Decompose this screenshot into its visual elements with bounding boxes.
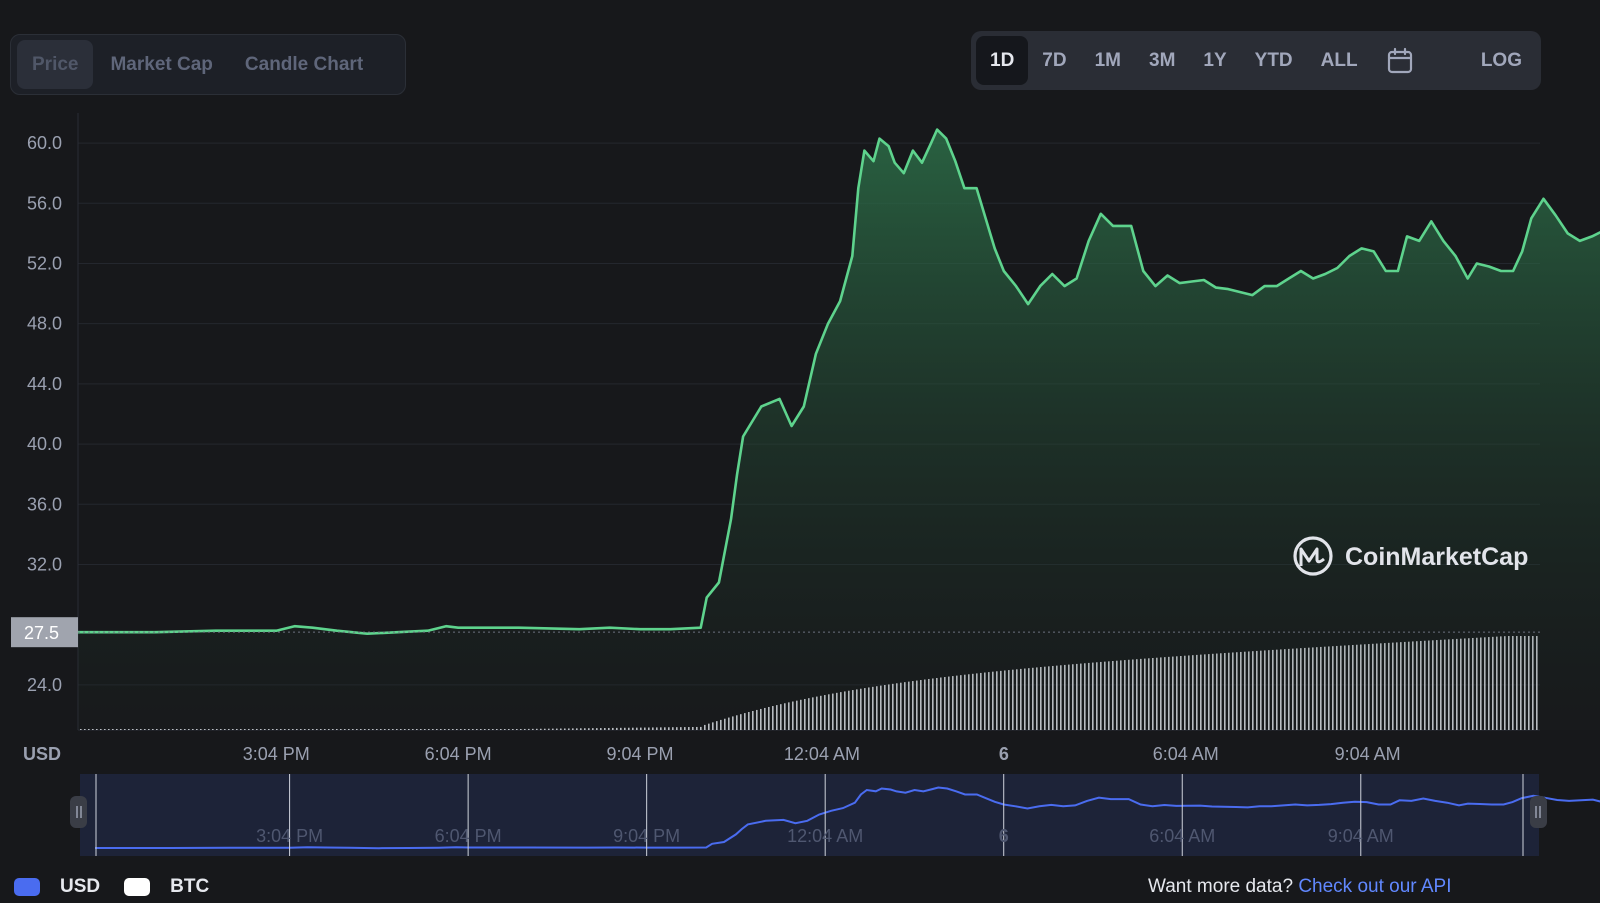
y-tick-label: 24.0 bbox=[27, 675, 62, 695]
range-ytd[interactable]: YTD bbox=[1254, 50, 1293, 71]
svg-text:27.5: 27.5 bbox=[24, 623, 59, 643]
navigator-right-handle[interactable] bbox=[1530, 796, 1547, 828]
api-footnote: Want more data? Check out our API bbox=[1148, 876, 1452, 897]
navigator-left-handle[interactable] bbox=[70, 796, 87, 828]
api-link-2[interactable]: API bbox=[1420, 876, 1452, 897]
log-scale-toggle[interactable]: LOG bbox=[1480, 50, 1522, 71]
x-tick-label: 6:04 AM bbox=[1153, 744, 1219, 764]
y-tick-label: 60.0 bbox=[27, 133, 62, 153]
calendar-icon bbox=[1387, 47, 1412, 73]
y-tick-label: 48.0 bbox=[27, 314, 62, 334]
navigator-line bbox=[95, 786, 1600, 850]
range-navigator[interactable]: 3:04 PM 6:04 PM 9:04 PM 12:04 AM 6 6:04 AM 9:0… bbox=[70, 774, 1600, 856]
x-tick-label: 3:04 PM bbox=[243, 744, 310, 764]
chart-type-tabs: Price Market Cap Candle Chart bbox=[10, 34, 406, 95]
y-tick-label: 40.0 bbox=[27, 434, 62, 454]
navigator-tick-label: 3:04 PM bbox=[256, 826, 323, 846]
current-price-label: 27.5 bbox=[11, 617, 78, 648]
y-tick-label: 44.0 bbox=[27, 374, 62, 394]
api-link[interactable]: Check out our bbox=[1298, 876, 1417, 897]
calendar-button[interactable] bbox=[1372, 36, 1428, 85]
time-range-selector: 1D 7D 1M 3M 1Y YTD ALL LOG bbox=[971, 31, 1541, 90]
y-tick-label: 56.0 bbox=[27, 193, 62, 213]
tab-candle-chart[interactable]: Candle Chart bbox=[244, 54, 364, 75]
navigator-tick-label: 9:04 PM bbox=[613, 826, 680, 846]
range-1m[interactable]: 1M bbox=[1094, 50, 1121, 71]
coinmarketcap-logo: CoinMarketCap bbox=[1293, 536, 1528, 576]
y-tick-label: 32.0 bbox=[27, 554, 62, 574]
price-chart: 27.5 24.0 32.0 36.0 40.0 44.0 48.0 52.0 56.0 60.… bbox=[11, 113, 1600, 856]
range-1y[interactable]: 1Y bbox=[1203, 50, 1227, 71]
y-tick-label: 52.0 bbox=[27, 253, 62, 273]
range-7d[interactable]: 7D bbox=[1042, 50, 1067, 71]
legend-btc[interactable]: BTC bbox=[124, 876, 209, 898]
navigator-tick-label: 6 bbox=[999, 826, 1009, 846]
navigator-tick-label: 6:04 AM bbox=[1149, 826, 1215, 846]
price-line bbox=[78, 128, 1600, 635]
navigator-tick-label: 6:04 PM bbox=[435, 826, 502, 846]
chart-legend: USD BTC bbox=[14, 876, 209, 898]
watermark-text: CoinMarketCap bbox=[1345, 543, 1528, 571]
x-tick-label: 6 bbox=[999, 744, 1009, 764]
range-3m[interactable]: 3M bbox=[1149, 50, 1176, 71]
x-tick-label: 6:04 PM bbox=[425, 744, 492, 764]
tab-market-cap[interactable]: Market Cap bbox=[110, 54, 213, 75]
y-tick-label: 36.0 bbox=[27, 494, 62, 514]
x-tick-label: 12:04 AM bbox=[784, 744, 860, 764]
tab-price[interactable]: Price bbox=[17, 40, 94, 89]
range-all[interactable]: ALL bbox=[1320, 50, 1358, 71]
x-tick-label: 9:04 AM bbox=[1335, 744, 1401, 764]
currency-label: USD bbox=[23, 744, 61, 764]
x-tick-label: 9:04 PM bbox=[607, 744, 674, 764]
navigator-tick-label: 12:04 AM bbox=[787, 826, 863, 846]
range-1d[interactable]: 1D bbox=[976, 36, 1029, 85]
legend-usd[interactable]: USD bbox=[14, 876, 100, 898]
navigator-tick-label: 9:04 AM bbox=[1328, 826, 1394, 846]
price-area-fill bbox=[78, 129, 1600, 730]
